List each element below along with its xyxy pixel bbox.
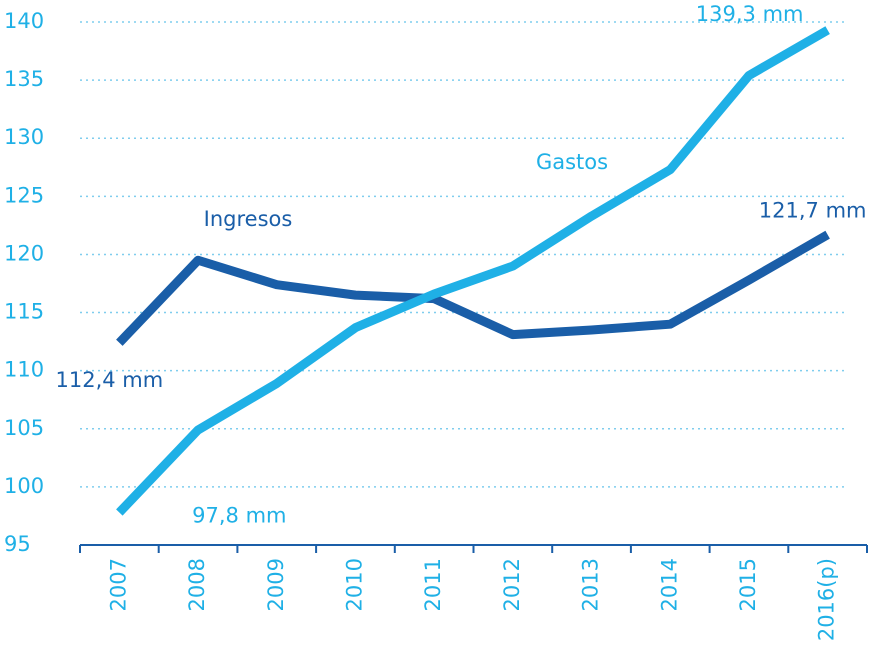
line xyxy=(116,230,830,346)
y-tick-label: 140 xyxy=(4,9,44,33)
y-tick-label: 120 xyxy=(4,241,44,265)
x-tick-label: 2014 xyxy=(657,558,681,611)
y-tick-label: 95 xyxy=(4,532,31,556)
x-tick-label: 2015 xyxy=(736,558,760,611)
y-tick-label: 115 xyxy=(4,300,44,324)
line xyxy=(116,26,830,516)
series-label: Gastos xyxy=(536,150,608,174)
y-tick-label: 110 xyxy=(4,358,44,382)
y-tick-label: 105 xyxy=(4,416,44,440)
y-tick-label: 135 xyxy=(4,67,44,91)
x-tick-label: 2010 xyxy=(342,558,366,611)
x-tick-label: 2007 xyxy=(106,558,130,611)
x-tick-label: 2013 xyxy=(579,558,603,611)
x-tick-label: 2009 xyxy=(264,558,288,611)
data-label: 121,7 mm xyxy=(759,199,867,223)
data-label: 139,3 mm xyxy=(696,2,804,26)
x-tick-label: 2012 xyxy=(500,558,524,611)
y-tick-label: 125 xyxy=(4,183,44,207)
series-label: Ingresos xyxy=(204,207,293,231)
data-label: 112,4 mm xyxy=(55,368,163,392)
y-tick-label: 130 xyxy=(4,125,44,149)
x-tick-label: 2016(p) xyxy=(815,558,839,641)
x-tick-label: 2008 xyxy=(185,558,209,611)
x-tick-label: 2011 xyxy=(421,558,445,611)
data-label: 97,8 mm xyxy=(192,503,286,527)
y-tick-label: 100 xyxy=(4,474,44,498)
